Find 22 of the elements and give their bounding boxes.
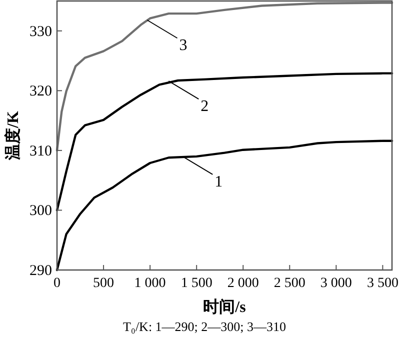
- x-tick-label: 1 500: [180, 276, 212, 291]
- x-tick-label: 2 500: [274, 276, 306, 291]
- annotation: 3: [179, 37, 188, 54]
- y-tick-label: 290: [30, 263, 52, 279]
- y-axis-title: 温度/K: [3, 110, 22, 161]
- x-tick-label: 3 000: [320, 276, 352, 291]
- x-tick-label: 3 500: [366, 276, 398, 291]
- x-axis-title: 时间/s: [203, 298, 246, 316]
- annotation: 2: [200, 98, 209, 116]
- y-tick-label: 330: [30, 24, 52, 40]
- x-tick-label: 0: [54, 276, 60, 291]
- x-tick-label: 2 000: [227, 276, 259, 291]
- x-tick-label: 1 000: [134, 276, 166, 291]
- text: T₀/K: 1—290; 2—300; 3—310: [122, 319, 286, 334]
- y-tick-label: 300: [30, 203, 52, 220]
- annotation: 2: [168, 80, 209, 116]
- x-tick-label: 500: [93, 276, 114, 291]
- annotation: 3: [146, 20, 188, 54]
- annotation: 1: [214, 173, 223, 190]
- annotation: 1: [182, 156, 223, 190]
- y-tick-label: 310: [30, 143, 52, 160]
- y-tick-label: 320: [30, 84, 52, 100]
